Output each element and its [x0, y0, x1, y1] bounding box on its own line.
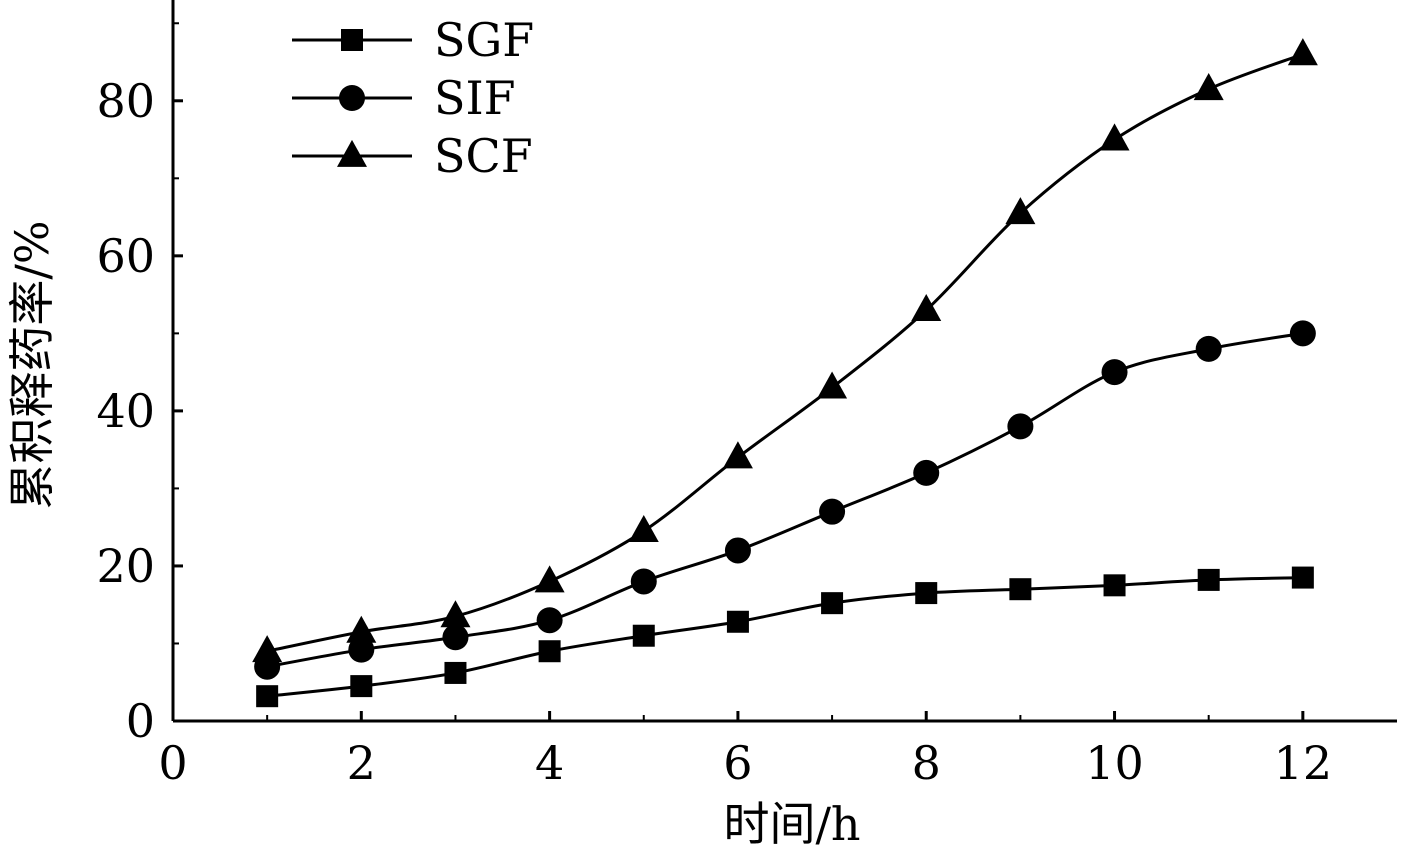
x-tick-label: 0	[158, 736, 187, 790]
axes	[171, 0, 1397, 723]
y-tick-label: 0	[126, 694, 155, 748]
series-line-scf	[266, 52, 1304, 653]
data-point-sif	[724, 537, 751, 564]
legend-marker	[337, 139, 367, 167]
series-sgf	[256, 566, 1314, 708]
data-point-sgf	[821, 592, 844, 615]
x-tick-label: 10	[1085, 736, 1144, 790]
data-point-scf	[628, 514, 659, 542]
data-point-sgf	[444, 661, 467, 684]
data-point-scf	[1005, 197, 1036, 225]
x-axis-label: 时间/h	[723, 797, 860, 850]
data-point-scf	[1287, 38, 1318, 66]
data-point-sif	[1289, 320, 1316, 347]
data-point-scf	[346, 615, 377, 643]
data-point-scf	[722, 441, 753, 469]
data-point-sif	[1101, 359, 1128, 386]
legend-marker	[341, 29, 363, 51]
data-point-scf	[440, 600, 471, 628]
data-point-scf	[817, 371, 848, 399]
data-point-sif	[536, 607, 563, 634]
data-point-sif	[630, 568, 657, 595]
series-line-sgf	[266, 576, 1303, 698]
y-tick-label: 20	[96, 539, 155, 593]
x-tick-label: 2	[347, 736, 376, 790]
data-point-sif	[348, 636, 375, 663]
data-point-sif	[913, 459, 940, 486]
data-point-scf	[252, 635, 283, 663]
data-point-sif	[819, 498, 846, 525]
y-tick-label: 80	[96, 74, 155, 128]
data-point-sif	[1007, 413, 1034, 440]
legend-label: SGF	[434, 13, 534, 67]
y-axis-label: 累积释药率/%	[5, 220, 59, 509]
ticks: 0 2 4 6 8 10 12 0 20 40 60 80	[96, 22, 1333, 790]
series-scf	[252, 38, 1318, 663]
series-line-sif	[266, 331, 1304, 669]
legend-marker	[339, 85, 365, 111]
data-point-scf	[1193, 73, 1224, 101]
data-point-sgf	[1197, 568, 1220, 591]
y-tick-label: 40	[96, 384, 155, 438]
series	[252, 38, 1318, 708]
data-point-sgf	[1103, 574, 1126, 597]
data-point-scf	[911, 293, 942, 322]
data-point-sgf	[538, 640, 561, 663]
legend-label: SIF	[434, 71, 516, 125]
legend-entry-scf: SCF	[292, 129, 533, 183]
x-tick-label: 6	[723, 736, 752, 790]
data-point-sgf	[256, 685, 279, 708]
data-point-sgf	[726, 610, 749, 633]
x-tick-label: 8	[912, 736, 941, 790]
x-tick-label: 4	[535, 736, 564, 790]
legend-label: SCF	[434, 129, 533, 183]
data-point-sif	[1195, 335, 1222, 362]
data-point-sgf	[1009, 578, 1032, 601]
x-tick-label: 12	[1274, 736, 1333, 790]
data-point-scf	[534, 565, 565, 593]
data-point-sgf	[632, 624, 655, 647]
data-point-sgf	[915, 582, 938, 605]
y-tick-label: 60	[96, 229, 155, 283]
data-point-sif	[442, 624, 469, 651]
data-point-scf	[1099, 123, 1130, 151]
legend-entry-sgf: SGF	[292, 13, 534, 67]
data-point-sgf	[1291, 566, 1314, 589]
data-point-sgf	[350, 675, 373, 698]
legend-entry-sif: SIF	[292, 71, 516, 125]
series-sif	[254, 320, 1316, 680]
